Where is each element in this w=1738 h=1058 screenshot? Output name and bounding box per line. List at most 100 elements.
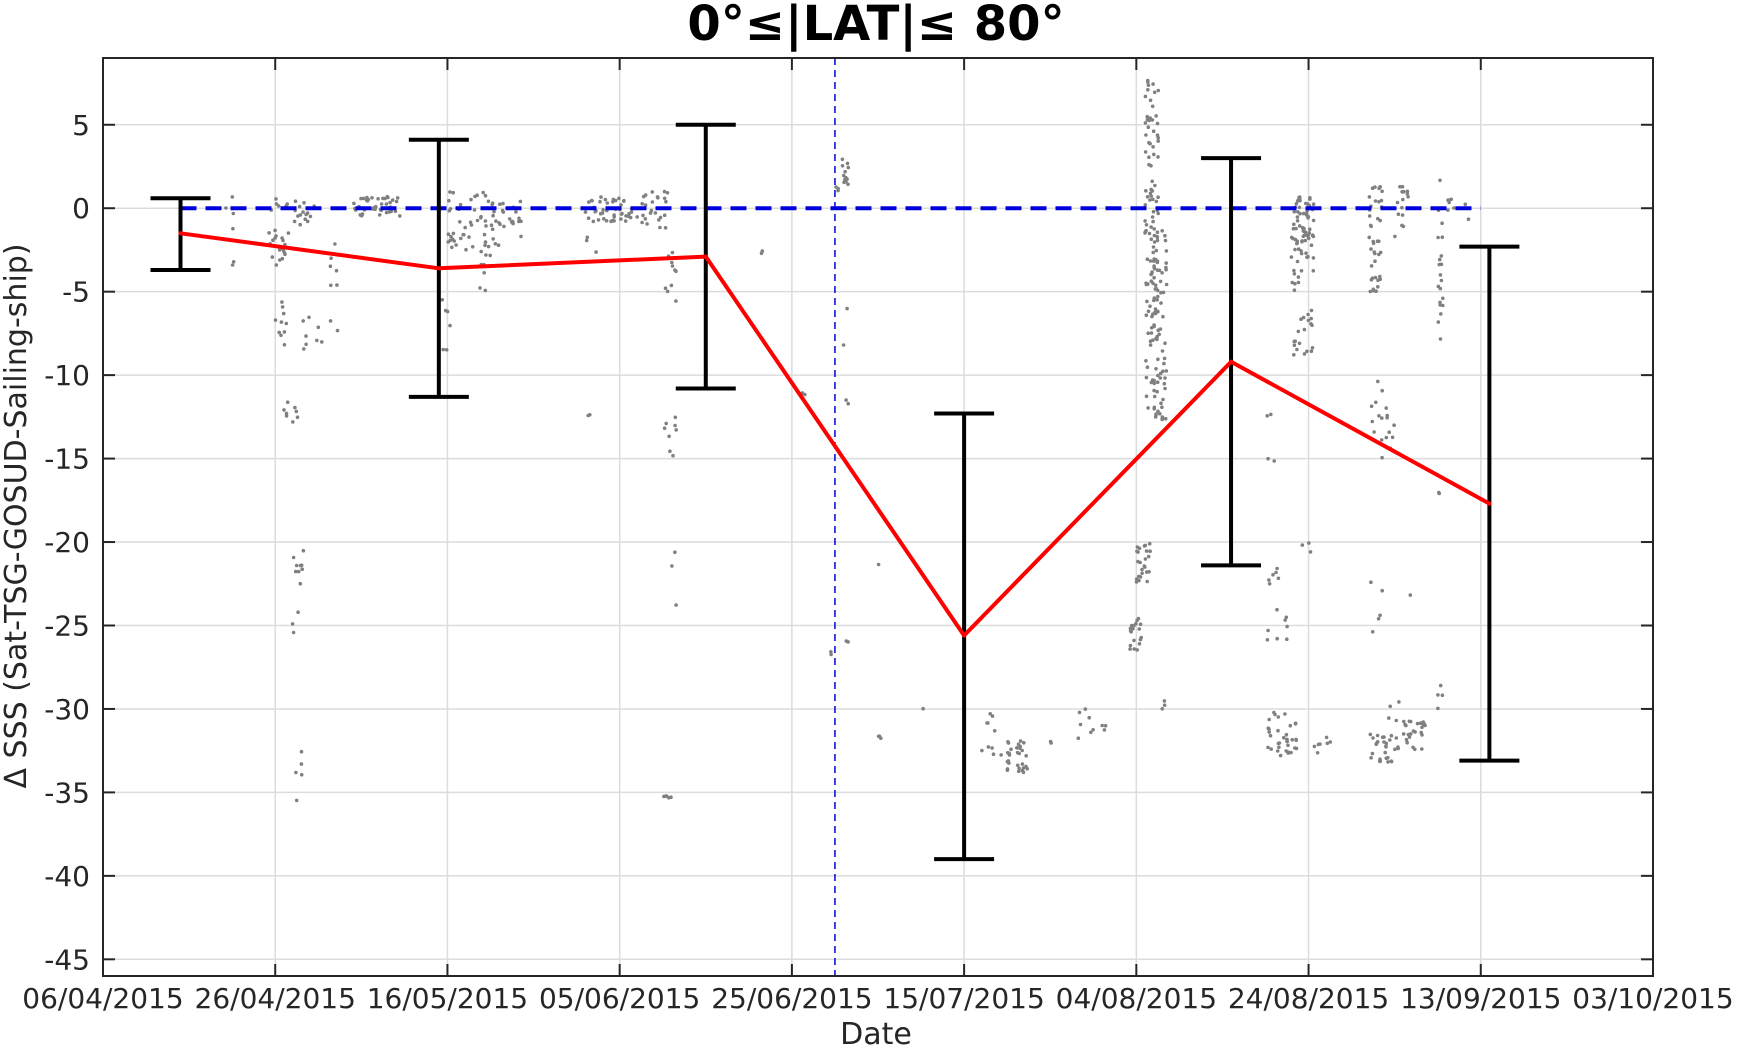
scatter-point (999, 753, 1003, 757)
mean-line-layer (178, 231, 1492, 638)
scatter-point (1308, 227, 1312, 231)
scatter-point (1301, 234, 1306, 239)
scatter-point (1296, 280, 1301, 285)
scatter-point (1400, 213, 1405, 217)
scatter-point (1284, 732, 1289, 737)
scatter-point (1308, 550, 1313, 554)
scatter-point (1385, 415, 1389, 420)
scatter-point (1394, 718, 1399, 723)
scatter-point (1324, 735, 1329, 740)
scatter-point (370, 196, 374, 200)
scatter-point (1302, 327, 1307, 332)
scatter-point (1294, 738, 1298, 743)
scatter-point (1152, 233, 1157, 238)
scatter-point (1374, 289, 1378, 294)
scatter-point (469, 197, 473, 202)
scatter-point (1283, 712, 1287, 716)
scatter-point (483, 219, 488, 223)
scatter-point (1162, 361, 1166, 366)
scatter-point (1138, 560, 1142, 565)
scatter-point (1298, 211, 1302, 216)
scatter-point (1146, 406, 1150, 410)
scatter-point (1152, 227, 1156, 231)
scatter-point (1404, 737, 1409, 742)
scatter-point (603, 197, 608, 202)
scatter-point (623, 219, 628, 223)
scatter-point (1382, 740, 1386, 744)
scatter-point (1152, 275, 1156, 280)
scatter-point (283, 252, 287, 256)
scatter-point (1437, 490, 1441, 495)
scatter-point (1377, 200, 1381, 204)
scatter-point (1276, 741, 1281, 746)
scatter-point (1156, 139, 1160, 143)
scatter-point (1436, 284, 1441, 289)
scatter-point (1144, 375, 1149, 380)
scatter-point (1159, 401, 1163, 406)
scatter-point (650, 200, 655, 204)
scatter-point (1285, 624, 1289, 629)
scatter-point (483, 240, 488, 244)
scatter-point (1436, 693, 1440, 697)
scatter-point (1148, 191, 1153, 196)
scatter-point (605, 201, 610, 205)
y-tick-label: -35 (44, 776, 90, 809)
scatter-point (1145, 118, 1150, 122)
scatter-point (1292, 288, 1297, 293)
scatter-point (301, 210, 305, 214)
scatter-point (446, 240, 451, 244)
scatter-point (649, 208, 654, 213)
scatter-point (291, 555, 296, 560)
scatter-point (1292, 343, 1297, 348)
scatter-point (1009, 747, 1013, 752)
scatter-point (273, 318, 278, 322)
scatter-point (1374, 400, 1378, 405)
scatter-point (650, 190, 655, 194)
scatter-point (376, 197, 380, 201)
scatter-point (1286, 743, 1290, 748)
scatter-point (663, 286, 668, 291)
scatter-point (1159, 301, 1163, 305)
scatter-point (1146, 88, 1150, 92)
scatter-point (470, 245, 475, 249)
scatter-point (1289, 750, 1293, 755)
scatter-point (1411, 729, 1416, 733)
scatter-point (990, 714, 995, 718)
scatter-point (1152, 388, 1156, 393)
scatter-point (1294, 226, 1298, 231)
scatter-point (1384, 406, 1388, 410)
scatter-point (1377, 239, 1381, 244)
scatter-point (335, 283, 339, 287)
scatter-point (448, 190, 452, 194)
scatter-point (1024, 754, 1028, 758)
scatter-point (1155, 298, 1159, 302)
scatter-point (1149, 331, 1154, 335)
scatter-point (1292, 353, 1296, 357)
scatter-point (1405, 192, 1410, 196)
scatter-point (1420, 725, 1424, 730)
scatter-point (514, 210, 518, 214)
scatter-point (1466, 217, 1471, 221)
scatter-point (1369, 756, 1373, 760)
scatter-point (628, 215, 633, 220)
scatter-point (1301, 315, 1306, 320)
scatter-point (304, 212, 308, 217)
scatter-point (1373, 259, 1377, 264)
scatter-point (296, 569, 301, 574)
scatter-point (1400, 205, 1404, 210)
scatter-point (1292, 339, 1296, 344)
scatter-point (1440, 693, 1445, 697)
scatter-point (1371, 241, 1376, 246)
scatter-point (1151, 82, 1155, 86)
scatter-point (282, 343, 287, 347)
scatter-point (496, 243, 501, 247)
scatter-point (1390, 435, 1395, 440)
scatter-point (1154, 336, 1158, 341)
scatter-point (1380, 388, 1384, 393)
scatter-point (1441, 303, 1445, 308)
scatter-point (1368, 223, 1373, 228)
scatter-point (1389, 759, 1394, 764)
scatter-point (1148, 549, 1152, 553)
scatter-point (294, 770, 298, 775)
